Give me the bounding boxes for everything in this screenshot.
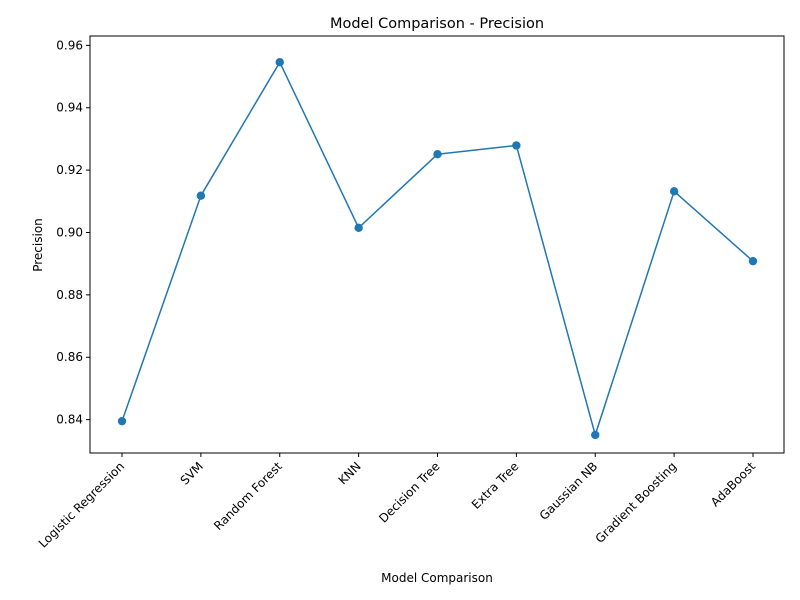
data-point bbox=[591, 430, 600, 440]
x-tick-label: KNN bbox=[336, 459, 364, 487]
y-tick-label: 0.94 bbox=[56, 101, 83, 115]
chart-title: Model Comparison - Precision bbox=[330, 16, 544, 32]
data-point bbox=[354, 223, 363, 233]
series-layer bbox=[117, 57, 758, 440]
data-point bbox=[117, 416, 127, 426]
plot-frame bbox=[89, 35, 785, 454]
y-tick-label: 0.88 bbox=[56, 288, 83, 302]
x-axis-label: Model Comparison bbox=[381, 571, 493, 585]
data-point bbox=[748, 256, 758, 266]
data-point bbox=[433, 150, 442, 159]
x-tick-label: AdaBoost bbox=[708, 459, 758, 509]
data-point bbox=[275, 57, 284, 67]
x-tick-label: Decision Tree bbox=[376, 459, 442, 525]
x-tick-label: Random Forest bbox=[211, 459, 285, 533]
x-tick-label: Logistic Regression bbox=[36, 459, 127, 550]
x-tick-label: Extra Tree bbox=[469, 459, 522, 512]
y-axis-label: Precision bbox=[31, 218, 45, 272]
y-tick-label: 0.84 bbox=[56, 413, 83, 427]
y-axis-ticks: 0.84 0.86 0.88 0.90 0.92 0.94 0.96 bbox=[56, 38, 90, 427]
x-tick-label: Gradient Boosting bbox=[593, 459, 680, 546]
y-tick-label: 0.96 bbox=[56, 38, 83, 52]
data-point bbox=[196, 191, 206, 200]
y-tick-label: 0.90 bbox=[56, 225, 83, 239]
y-tick-label: 0.92 bbox=[56, 163, 83, 177]
x-axis-ticks: Logistic Regression SVM Random Forest KNN De… bbox=[36, 453, 758, 551]
y-tick-label: 0.86 bbox=[56, 350, 83, 364]
data-point bbox=[512, 141, 521, 150]
plot-area bbox=[90, 36, 784, 453]
x-tick-label: SVM bbox=[178, 459, 206, 487]
x-tick-label: Gaussian NB bbox=[537, 459, 601, 523]
data-point bbox=[669, 187, 679, 196]
